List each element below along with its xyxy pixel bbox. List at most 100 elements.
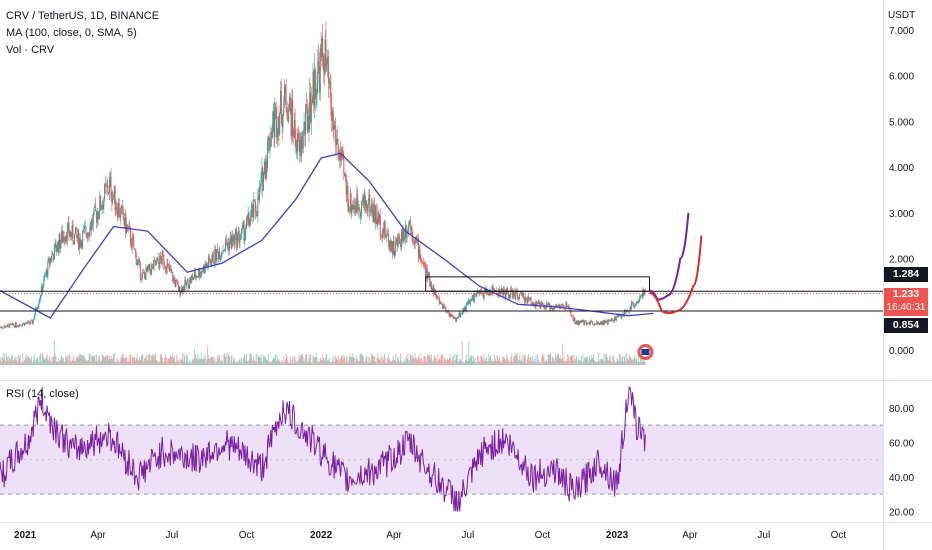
volume-bar	[472, 360, 474, 365]
candle-body	[284, 84, 286, 103]
volume-bar	[320, 359, 322, 365]
candle-body	[82, 231, 84, 248]
volume-bar	[402, 361, 404, 365]
candle-body	[197, 276, 199, 278]
volume-bar	[87, 359, 89, 365]
volume-bar	[234, 362, 236, 365]
currency-label[interactable]: USDT	[888, 10, 916, 21]
volume-bar	[626, 353, 628, 365]
candle-body	[170, 269, 172, 273]
candle-body	[141, 274, 143, 280]
candle-body	[276, 134, 278, 138]
volume-bar	[544, 362, 546, 365]
candle-body	[520, 292, 522, 294]
volume-bar	[435, 357, 437, 365]
volume-bar	[147, 360, 149, 365]
volume-bar	[204, 353, 206, 365]
volume-bar	[461, 340, 463, 365]
volume-bar	[450, 358, 452, 365]
candle-body	[473, 295, 475, 302]
candle-body	[544, 305, 546, 309]
volume-bar	[194, 353, 196, 365]
candle-body	[403, 230, 405, 240]
volume-bar	[233, 359, 235, 365]
volume-bar	[8, 356, 10, 365]
volume-bar	[33, 353, 35, 365]
candle-body	[74, 233, 76, 245]
volume-bar	[542, 353, 544, 365]
volume-legend[interactable]: Vol · CRV	[6, 44, 55, 56]
volume-bar	[565, 360, 567, 365]
volume-bar	[361, 354, 363, 365]
candle-body	[258, 187, 260, 201]
candle-body	[347, 185, 349, 208]
volume-bar	[480, 355, 482, 365]
candle-body	[579, 321, 581, 325]
ma-legend[interactable]: MA (100, close, 0, SMA, 5)	[6, 27, 137, 39]
candle-body	[536, 301, 538, 304]
volume-bar	[374, 355, 376, 365]
pane-divider[interactable]	[0, 380, 932, 381]
candle-body	[273, 110, 275, 138]
volume-bar	[364, 361, 366, 365]
candle-body	[259, 185, 261, 188]
candle-body	[567, 306, 569, 307]
candle-body	[316, 83, 318, 96]
candle-body	[587, 322, 589, 324]
candle-body	[324, 39, 326, 74]
candle-body	[64, 239, 66, 241]
volume-bar	[563, 356, 565, 365]
volume-bar	[479, 362, 481, 365]
volume-bar	[48, 354, 50, 365]
volume-bar	[418, 358, 420, 365]
volume-bar	[571, 354, 573, 365]
volume-bar	[370, 353, 372, 365]
volume-bar	[433, 358, 435, 365]
volume-bar	[344, 355, 346, 365]
candle-body	[468, 300, 470, 304]
volume-bar	[279, 360, 281, 365]
candle-body	[507, 288, 509, 292]
candle-body	[578, 321, 580, 325]
time-tick-label: Jul	[757, 530, 770, 541]
volume-bar	[247, 360, 249, 365]
candle-body	[353, 204, 355, 210]
candle-body	[456, 317, 458, 319]
volume-bar	[515, 353, 517, 365]
volume-bar	[68, 354, 70, 365]
candle-body	[145, 267, 147, 280]
volume-bar	[139, 360, 141, 365]
volume-bar	[470, 356, 472, 365]
candle-body	[121, 205, 123, 209]
volume-bar	[550, 361, 552, 365]
candle-body	[217, 251, 219, 260]
candle-body	[32, 319, 34, 325]
candle-body	[133, 240, 135, 250]
volume-bar	[571, 355, 573, 365]
candle-body	[65, 235, 67, 242]
candle-body	[546, 303, 548, 305]
candle-body	[57, 241, 59, 253]
candle-body	[351, 204, 353, 214]
candle-body	[108, 193, 110, 195]
candle-body	[558, 304, 560, 308]
candle-body	[104, 184, 106, 186]
symbol-legend[interactable]: CRV / TetherUS, 1D, BINANCE	[6, 10, 160, 22]
candle-body	[236, 230, 238, 248]
candle-body	[532, 302, 534, 305]
candle-body	[515, 291, 517, 300]
volume-bar	[477, 356, 479, 365]
volume-bar	[471, 355, 473, 365]
volume-bar	[102, 354, 104, 365]
volume-bar	[40, 362, 42, 365]
rsi-legend[interactable]: RSI (14, close)	[6, 388, 79, 400]
volume-bar	[528, 361, 530, 365]
candle-body	[514, 294, 516, 300]
volume-bar	[503, 358, 505, 365]
candle-body	[396, 239, 398, 247]
volume-bar	[268, 362, 270, 365]
volume-bar	[238, 359, 240, 365]
volume-bar	[506, 354, 508, 365]
candle-body	[636, 301, 638, 304]
